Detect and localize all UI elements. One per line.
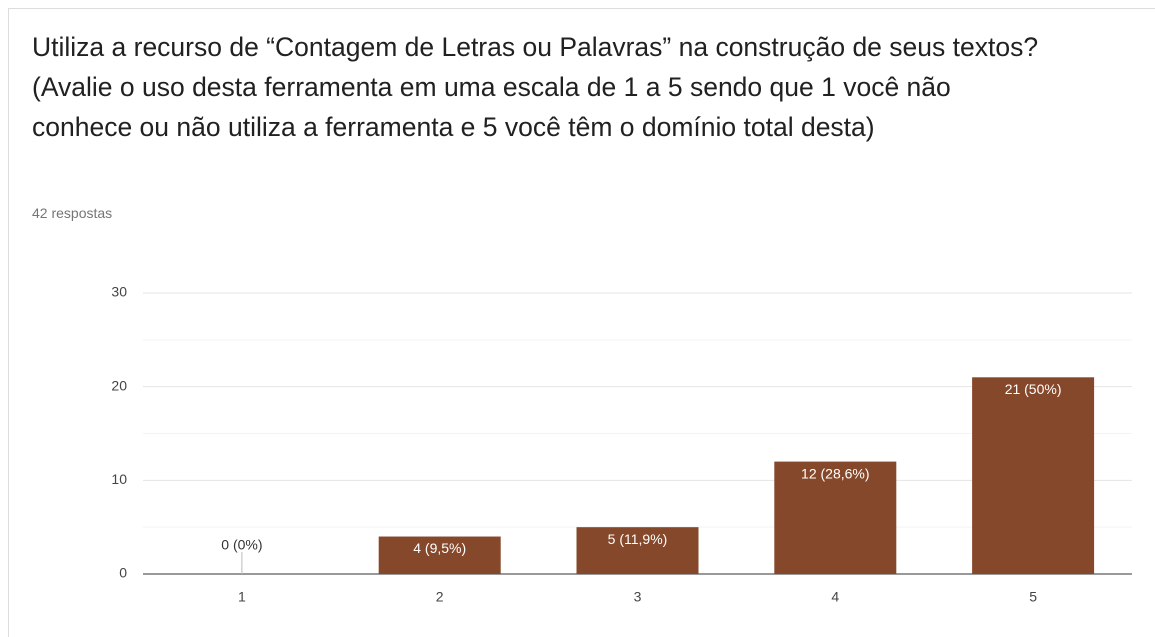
value-label: 12 (28,6%) [801, 465, 869, 481]
frame [8, 8, 1155, 637]
x-tick-label: 2 [436, 589, 444, 605]
bar [972, 377, 1095, 574]
value-label: 0 (0%) [221, 537, 262, 553]
chart-subtitle: 42 respostas [32, 205, 113, 221]
value-label: 4 (9,5%) [413, 540, 466, 556]
value-label: 5 (11,9%) [608, 531, 668, 547]
y-tick-label: 20 [111, 377, 127, 393]
bar [378, 536, 501, 574]
chart-title: Utiliza a recurso de “Contagem de Letras… [32, 32, 1039, 142]
x-tick-label: 1 [238, 589, 246, 605]
y-tick-label: 0 [119, 565, 127, 581]
bar [774, 461, 897, 574]
y-tick-label: 10 [111, 471, 127, 487]
bar [576, 527, 699, 574]
value-label: 21 (50%) [1005, 381, 1062, 397]
x-tick-label: 4 [831, 589, 839, 605]
x-tick-label: 3 [634, 589, 642, 605]
x-tick-label: 5 [1029, 589, 1037, 605]
y-tick-label: 30 [111, 284, 127, 300]
